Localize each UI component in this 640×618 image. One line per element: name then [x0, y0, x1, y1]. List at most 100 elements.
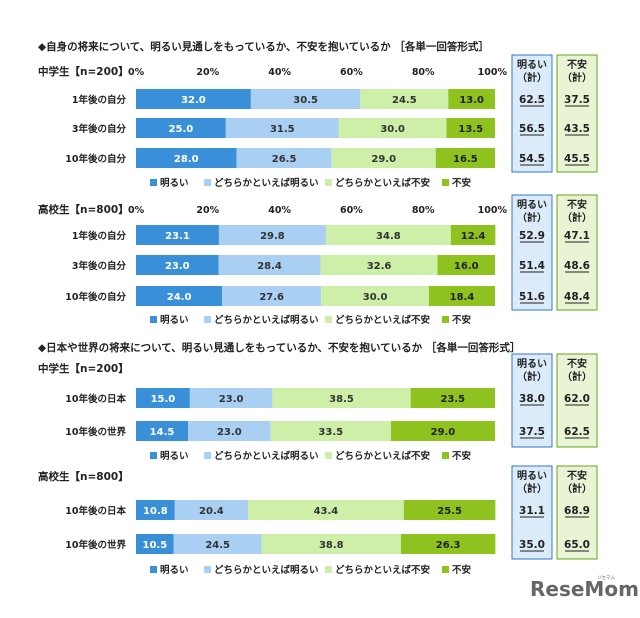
bar-segment — [136, 225, 219, 245]
legend-swatch — [150, 179, 157, 186]
data-label: 29.0 — [371, 154, 396, 165]
data-label: 30.5 — [293, 95, 318, 106]
data-label: 23.1 — [165, 231, 190, 242]
summary-value-fuan: 48.6 — [564, 260, 590, 272]
bar-segment — [403, 500, 496, 520]
group-label: 高校生【n=800】 — [38, 203, 129, 216]
legend-swatch — [150, 452, 157, 459]
row-label: 10年後の世界 — [65, 539, 126, 551]
legend-swatch — [325, 179, 332, 186]
summary-box-fuan — [556, 54, 598, 173]
summary-box-akarui — [511, 54, 553, 173]
legend-label: 不安 — [452, 564, 472, 576]
bar-segment — [225, 118, 339, 138]
data-label: 23.5 — [440, 394, 465, 405]
legend-label: どちらかといえば明るい — [214, 564, 319, 576]
data-label: 25.5 — [437, 506, 462, 517]
summary-value-fuan: 48.4 — [564, 291, 590, 303]
bar-segment — [437, 255, 495, 275]
summary-box-fuan — [556, 194, 598, 311]
row-label: 3年後の自分 — [72, 123, 127, 135]
data-label: 34.8 — [376, 231, 401, 242]
tick-label: 60% — [340, 67, 363, 78]
row-label: 10年後の日本 — [65, 505, 126, 517]
bar-segment — [188, 421, 271, 441]
legend-label: 不安 — [452, 314, 472, 326]
summary-header-fuan: 不安 — [567, 357, 587, 370]
data-label: 33.5 — [318, 427, 343, 438]
summary-value-fuan: 45.5 — [564, 153, 590, 165]
legend-swatch — [204, 452, 211, 459]
summary-box-fuan — [556, 353, 598, 448]
tick-label: 0% — [128, 67, 145, 78]
summary-value-fuan: 62.0 — [564, 393, 590, 405]
legend-swatch — [325, 452, 332, 459]
data-label: 24.5 — [205, 540, 230, 551]
row-label: 10年後の日本 — [65, 393, 126, 405]
data-label: 10.8 — [143, 506, 168, 517]
summary-value-akarui: 51.4 — [519, 260, 545, 272]
tick-label: 0% — [128, 205, 145, 216]
summary-box-akarui — [511, 194, 553, 311]
legend-swatch — [325, 316, 332, 323]
bar-segment — [136, 388, 190, 408]
data-label: 13.5 — [458, 124, 483, 135]
legend-swatch — [442, 179, 449, 186]
bar-segment — [450, 225, 496, 245]
data-label: 12.4 — [461, 231, 486, 242]
summary-value-fuan: 43.5 — [564, 123, 590, 135]
bar-segment — [410, 388, 495, 408]
summary-value-akarui: 54.5 — [519, 153, 545, 165]
bar-segment — [189, 388, 273, 408]
legend-swatch — [204, 566, 211, 573]
tick-label: 100% — [478, 205, 508, 216]
legend-swatch — [150, 566, 157, 573]
legend-label: 明るい — [160, 178, 189, 189]
summary-box-akarui — [511, 465, 553, 560]
summary-value-fuan: 62.5 — [564, 426, 590, 438]
bar-segment — [136, 421, 189, 441]
legend-label: どちらかといえば明るい — [214, 450, 319, 462]
data-label: 23.0 — [219, 394, 244, 405]
summary-value-akarui: 51.6 — [519, 291, 545, 303]
data-label: 29.0 — [431, 427, 456, 438]
summary-box-fuan — [556, 465, 598, 560]
bar-segment — [446, 118, 495, 138]
bar-segment — [321, 286, 429, 306]
legend-swatch — [442, 316, 449, 323]
bar-segment — [218, 255, 321, 275]
summary-header-fuan: 不安 — [567, 198, 587, 211]
data-label: 43.4 — [314, 506, 339, 517]
resemom-logo-small: リセマム — [597, 575, 615, 581]
summary-value-akarui: 62.5 — [519, 94, 545, 106]
legend-label: 明るい — [160, 315, 189, 326]
data-label: 38.8 — [319, 540, 344, 551]
bar-segment — [338, 118, 447, 138]
legend-swatch — [150, 316, 157, 323]
data-label: 16.5 — [453, 154, 478, 165]
summary-header-fuan: 不安 — [567, 469, 587, 482]
summary-value-fuan: 68.9 — [564, 505, 590, 517]
bar-segment — [222, 286, 322, 306]
bar-segment — [325, 225, 451, 245]
bar-segment — [218, 225, 326, 245]
row-label: 1年後の自分 — [72, 94, 127, 106]
group-label: 高校生【n=800】 — [38, 470, 129, 483]
row-label: 10年後の自分 — [65, 153, 126, 165]
tick-label: 40% — [268, 67, 291, 78]
tick-label: 40% — [268, 205, 291, 216]
legend-label: 明るい — [160, 451, 189, 462]
data-label: 15.0 — [151, 394, 176, 405]
group-label: 中学生【n=200】 — [38, 362, 129, 375]
chart-title: ◆自身の将来について、明るい見通しをもっているか、不安を抱いているか ［各単一回… — [38, 40, 489, 53]
legend-label: どちらかといえば不安 — [335, 177, 431, 189]
bar-segment — [261, 534, 401, 554]
legend-swatch — [442, 566, 449, 573]
data-label: 25.0 — [169, 124, 194, 135]
summary-value-akarui: 37.5 — [519, 426, 545, 438]
bar-segment — [272, 388, 411, 408]
bar-segment — [136, 500, 175, 520]
legend-swatch — [442, 452, 449, 459]
bar-segment — [435, 148, 495, 168]
